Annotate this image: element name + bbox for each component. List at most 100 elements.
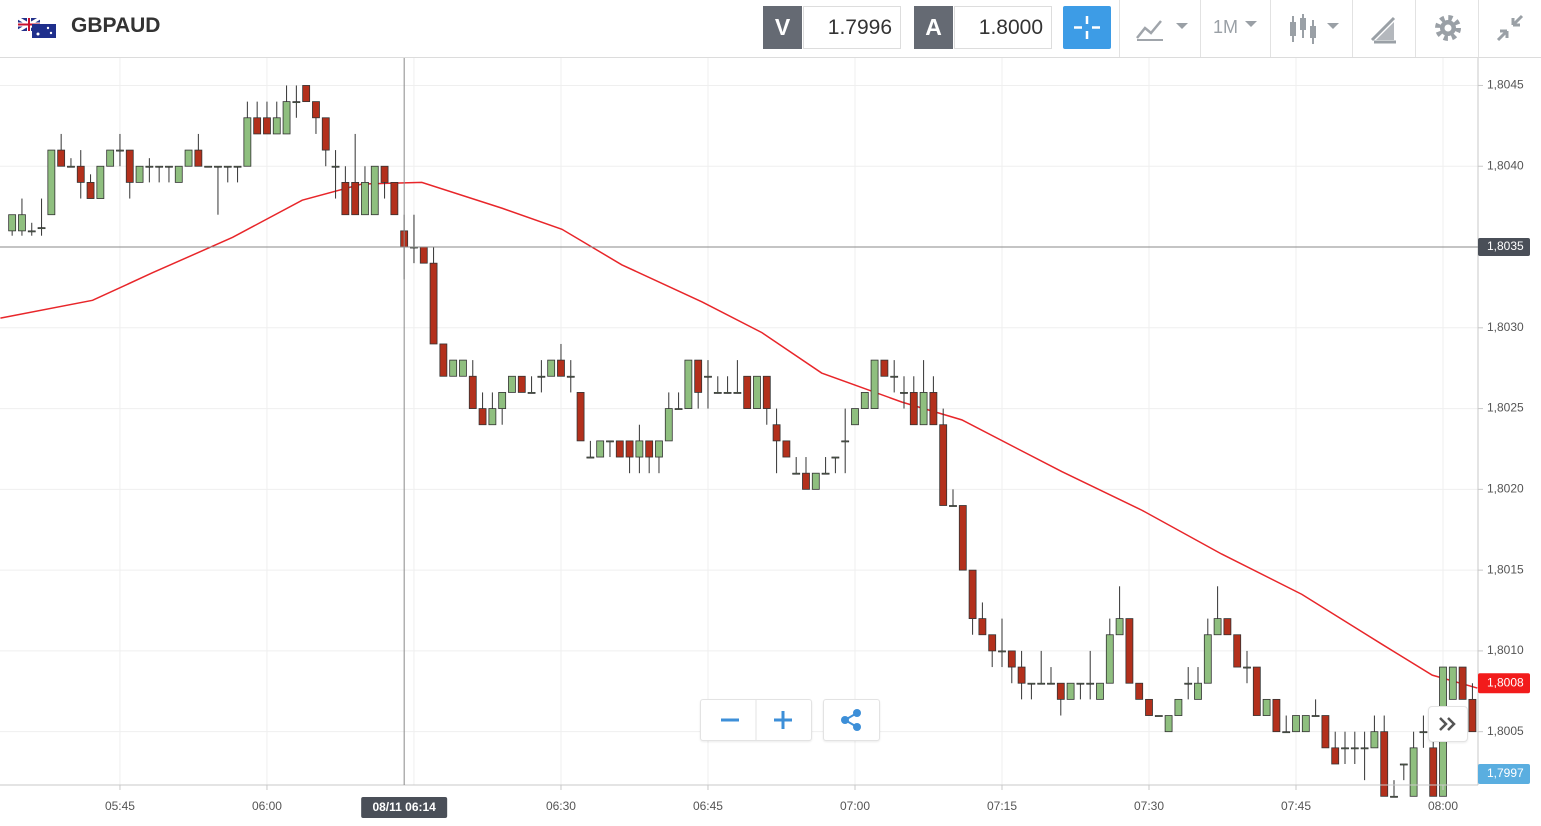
candle-body — [488, 408, 497, 426]
candle-body — [380, 165, 389, 183]
candle-body — [1213, 618, 1222, 636]
candle-body — [939, 424, 948, 506]
candle-body — [1086, 682, 1095, 685]
ask-price[interactable]: 1.8000 — [954, 6, 1052, 49]
candle-style-button[interactable] — [1288, 12, 1343, 46]
flag-icon — [18, 18, 56, 38]
candle-body — [1380, 731, 1389, 797]
candle-body — [851, 408, 859, 426]
toolbar: GBPAUD V 1.7996 A 1.8000 1M — [0, 0, 1541, 58]
candle-body — [586, 456, 595, 459]
candle-body — [1027, 682, 1036, 685]
candle-body — [1419, 731, 1428, 734]
settings-button[interactable] — [1432, 12, 1464, 44]
y-tick-label: 1,8005 — [1487, 724, 1524, 738]
candle-body — [517, 375, 526, 393]
ma-line — [0, 181, 1478, 689]
candle-body — [27, 230, 36, 233]
candle-body — [1409, 747, 1418, 797]
candle-body — [253, 117, 262, 135]
candle-body — [1429, 747, 1438, 797]
candle-body — [547, 359, 556, 377]
candle-body — [184, 149, 193, 167]
candle-body — [508, 375, 516, 393]
x-tick-label: 07:30 — [1134, 799, 1164, 813]
candle-body — [459, 359, 467, 377]
candle-body — [694, 359, 703, 393]
candle-body — [870, 359, 879, 409]
candle-body — [860, 392, 869, 409]
candle-body — [361, 181, 369, 216]
candle-body — [1468, 698, 1477, 733]
candle-body — [1203, 634, 1212, 684]
bid-price-label: 1,7997 — [1487, 766, 1524, 780]
candle-body — [596, 440, 605, 458]
candle-body — [498, 392, 507, 409]
candle-body — [625, 440, 634, 458]
candle-body — [1037, 682, 1046, 685]
candle-body — [321, 117, 330, 151]
candle-body — [341, 181, 350, 216]
candle-body — [566, 375, 575, 378]
separator — [1415, 0, 1416, 57]
candle-body — [978, 618, 987, 636]
crosshair-price-box — [1478, 238, 1530, 257]
drawing-tools-button[interactable] — [1368, 14, 1400, 44]
candle-body — [537, 375, 546, 378]
candle-body — [655, 440, 663, 458]
candle-body — [223, 165, 232, 168]
candle-body — [841, 440, 850, 443]
candle-body — [1282, 731, 1291, 734]
share-icon[interactable] — [824, 700, 879, 740]
x-tick-label: 08:00 — [1428, 799, 1458, 813]
candle-body — [86, 181, 95, 199]
share-control[interactable] — [823, 699, 880, 741]
candle-body — [272, 117, 281, 135]
chart-type-button[interactable] — [1135, 16, 1190, 42]
candle-body — [449, 359, 458, 377]
candle-body — [302, 85, 311, 103]
candle-body — [811, 472, 820, 490]
x-tick-label: 07:15 — [987, 799, 1017, 813]
candle-body — [1135, 682, 1144, 700]
candle-body — [233, 165, 242, 168]
crosshair-button[interactable] — [1063, 6, 1111, 49]
candle-body — [949, 505, 957, 507]
candle-body — [439, 343, 448, 377]
crosshair-price-label: 1,8035 — [1487, 239, 1524, 253]
scroll-latest-button[interactable] — [1428, 706, 1468, 742]
candle-body — [37, 227, 46, 230]
candle-body — [145, 165, 154, 168]
timeframe-caret — [1245, 21, 1257, 27]
candle-body — [1145, 698, 1153, 716]
candle-body — [106, 149, 115, 167]
y-tick-label: 1,8030 — [1487, 320, 1524, 334]
candle-body — [753, 375, 761, 409]
candle-body — [1184, 682, 1193, 685]
x-tick-label: 06:00 — [252, 799, 282, 813]
candle-body — [909, 392, 918, 426]
candle-body — [478, 408, 487, 426]
x-tick-label: 06:45 — [693, 799, 723, 813]
timeframe[interactable]: 1M — [1213, 17, 1239, 37]
candle-body — [1292, 715, 1300, 733]
candle-body — [1233, 634, 1242, 668]
candle-body — [1056, 682, 1065, 700]
zoom-in[interactable] — [774, 711, 792, 729]
bid-label: V — [763, 6, 802, 49]
y-tick-label: 1,8040 — [1487, 158, 1524, 172]
candle-body — [282, 101, 291, 135]
candle-body — [1047, 682, 1055, 685]
candle-body — [802, 472, 810, 490]
candle-body — [1448, 666, 1457, 700]
candle-body — [243, 117, 252, 167]
candle-body — [331, 165, 340, 168]
symbol: GBPAUD — [71, 14, 161, 37]
separator — [1200, 0, 1201, 57]
collapse-button[interactable] — [1494, 12, 1526, 44]
bid-price[interactable]: 1.7996 — [803, 6, 901, 49]
candle-body — [821, 472, 830, 475]
candle-body — [370, 165, 379, 216]
candle-body — [1125, 618, 1134, 684]
candle-body — [1066, 682, 1075, 700]
